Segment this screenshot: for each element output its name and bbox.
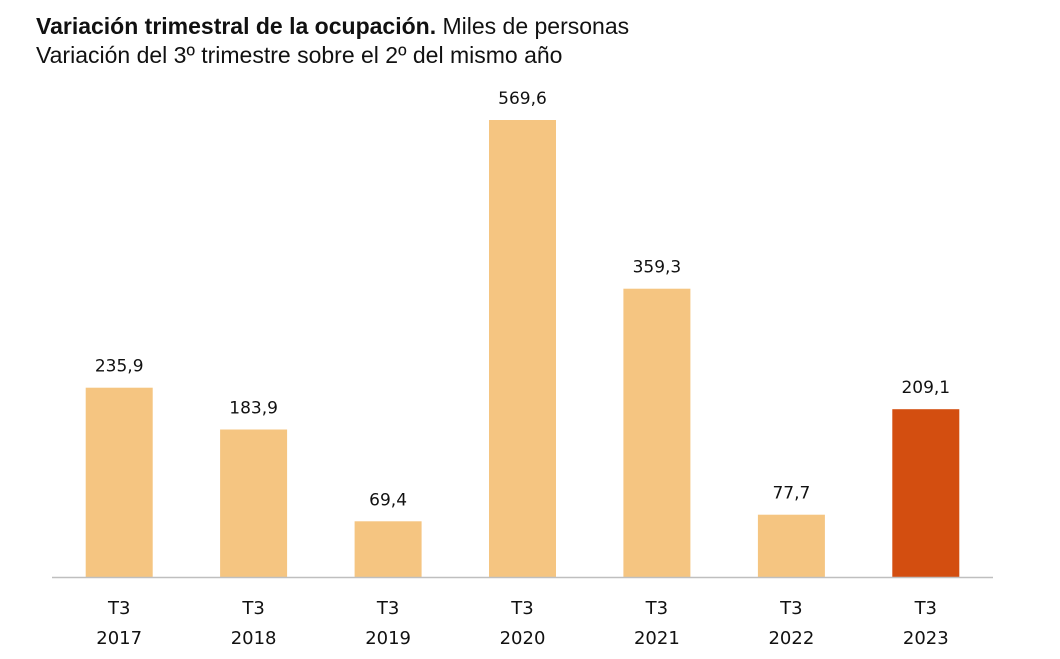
category-quarter-label: T3 bbox=[241, 598, 264, 619]
bar-t3-2023 bbox=[892, 409, 960, 577]
category-year-label: 2020 bbox=[500, 628, 546, 649]
chart-title-block: Variación trimestral de la ocupación. Mi… bbox=[36, 12, 629, 70]
category-year-label: 2021 bbox=[634, 628, 680, 649]
value-label: 209,1 bbox=[901, 378, 950, 398]
value-label: 69,4 bbox=[369, 490, 407, 510]
category-year-label: 2018 bbox=[231, 628, 277, 649]
category-quarter-label: T3 bbox=[779, 598, 802, 619]
category-year-label: 2017 bbox=[96, 628, 142, 649]
chart-subtitle: Variación del 3º trimestre sobre el 2º d… bbox=[36, 42, 563, 68]
category-quarter-label: T3 bbox=[510, 598, 533, 619]
category-quarter-label: T3 bbox=[376, 598, 399, 619]
chart-title: Variación trimestral de la ocupación. bbox=[36, 13, 437, 39]
value-label: 235,9 bbox=[95, 357, 144, 377]
category-labels-group: T3 2017 T3 2018 T3 2019 T3 2020 T3 2021 T3 2022 T3 20… bbox=[96, 598, 948, 649]
bars-group bbox=[85, 120, 960, 577]
bar-t3-2021 bbox=[623, 288, 691, 577]
chart-unit: Miles de personas bbox=[442, 13, 630, 39]
value-labels-group: 235,9 183,9 69,4 569,6 359,3 77,7 209,1 bbox=[95, 89, 950, 510]
bar-t3-2022 bbox=[757, 514, 825, 577]
value-label: 77,7 bbox=[772, 484, 810, 504]
category-quarter-label: T3 bbox=[645, 598, 668, 619]
category-quarter-label: T3 bbox=[107, 598, 130, 619]
bar-t3-2017 bbox=[85, 387, 153, 577]
category-quarter-label: T3 bbox=[914, 598, 937, 619]
bar-t3-2020 bbox=[489, 120, 556, 577]
category-year-label: 2022 bbox=[768, 628, 814, 649]
bar-t3-2019 bbox=[354, 521, 422, 577]
bar-t3-2018 bbox=[220, 429, 288, 577]
value-label: 569,6 bbox=[498, 89, 547, 109]
value-label: 183,9 bbox=[229, 399, 278, 419]
value-label: 359,3 bbox=[633, 258, 682, 278]
category-year-label: 2023 bbox=[903, 628, 949, 649]
category-year-label: 2019 bbox=[365, 628, 411, 649]
title-line: Variación trimestral de la ocupación. Mi… bbox=[36, 12, 629, 41]
